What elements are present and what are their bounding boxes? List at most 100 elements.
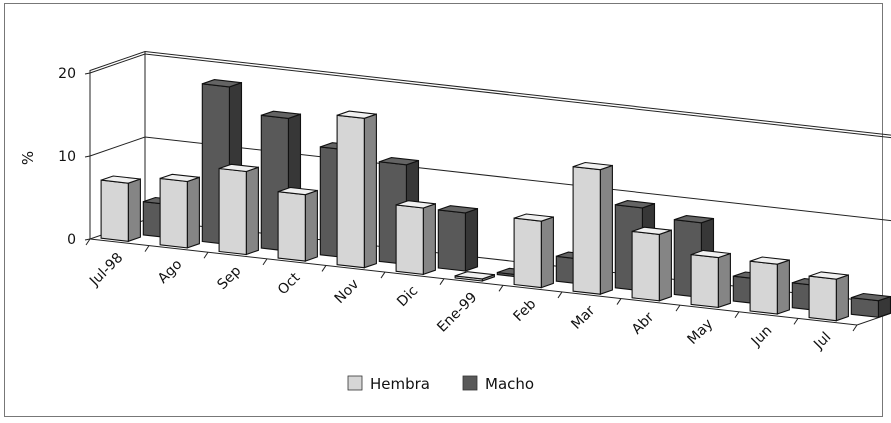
gridline [89, 53, 891, 139]
x-tick [262, 258, 268, 266]
bar-macho-sep-top [261, 110, 301, 119]
bar-hembra-jul-top [808, 271, 849, 280]
y-tick-label: 20 [58, 66, 76, 82]
bar-hembra-ene-99-top [454, 271, 495, 280]
bar-hembra-sep-front [218, 167, 247, 256]
legend: Hembra Macho [347, 375, 534, 393]
bar-hembra-abr [631, 226, 672, 302]
x-tick [380, 271, 386, 279]
bar-hembra-may [690, 249, 731, 309]
x-tick-label: May [685, 316, 717, 348]
bar-hembra-oct-top [277, 186, 318, 196]
bar-hembra-oct-front [277, 191, 306, 262]
bar-macho-abr-top [674, 215, 714, 224]
bar-macho-dic-front [437, 209, 466, 272]
bar-hembra-jul-front [808, 275, 837, 322]
x-tick [793, 318, 799, 325]
bar-macho-mar-top [615, 200, 655, 209]
bars [100, 79, 891, 322]
x-tick-label: Jul [810, 329, 834, 353]
x-tick-label: Abr [629, 309, 658, 338]
bar-hembra-nov-side [363, 113, 377, 269]
bar-hembra-abr-front [631, 230, 660, 302]
legend-swatch-macho [462, 375, 478, 391]
y-axis-label: % [19, 151, 37, 165]
bar-hembra-dic-front [395, 204, 424, 276]
y-axis: 0 10 20 [58, 66, 91, 248]
y-tick [84, 72, 91, 75]
bar-hembra-abr-top [631, 226, 672, 235]
x-tick-label: Mar [568, 303, 598, 333]
bar-hembra-mar-side [599, 164, 613, 295]
bar-hembra-sep-top [218, 163, 259, 173]
bar-hembra-jul-98-side [127, 178, 141, 243]
bar-hembra-feb-side [540, 216, 554, 289]
y-tick-label: 0 [67, 232, 76, 248]
bar-hembra-sep-side [245, 166, 259, 256]
bar-macho-nov-top [379, 157, 419, 166]
bar-hembra-jul-98 [100, 175, 141, 243]
y-tick [84, 155, 91, 158]
x-tick [734, 311, 740, 319]
bar-hembra-jun-side [776, 259, 790, 315]
x-tick-label: Jun [748, 323, 775, 350]
bar-macho-jul [850, 292, 891, 319]
x-tick-label: Feb [510, 296, 539, 325]
bar-hembra-ago-front [159, 177, 188, 249]
legend-label-macho: Macho [485, 375, 534, 393]
bar-hembra-feb-top [513, 213, 554, 222]
bar-hembra-oct [277, 186, 318, 262]
bar-hembra-jul-98-top [100, 175, 141, 184]
legend-swatch-hembra [347, 375, 363, 391]
legend-label-hembra: Hembra [370, 375, 430, 393]
x-tick-label: Dic [394, 283, 421, 310]
x-tick [675, 304, 681, 312]
bar-hembra-may-side [717, 252, 731, 309]
x-tick [852, 324, 858, 332]
x-tick [439, 278, 445, 285]
bar-hembra-abr-side [658, 229, 672, 302]
bar-macho-dic [437, 205, 479, 272]
bar-hembra-nov [336, 110, 377, 269]
bar-hembra-nov-top [336, 110, 377, 119]
bar-hembra-mar-front [572, 166, 601, 295]
x-tick-label: Nov [332, 276, 363, 307]
x-tick [144, 245, 150, 252]
bar-hembra-sep [218, 163, 259, 256]
bar-hembra-jul-side [835, 274, 849, 322]
bar-hembra-dic-top [395, 200, 436, 209]
x-tick [616, 298, 622, 305]
chart-walls [89, 50, 891, 239]
bar-hembra-ago-top [159, 173, 200, 183]
bar-hembra-oct-side [304, 189, 318, 262]
wall-outline [89, 50, 891, 239]
bar-hembra-may-front [690, 253, 719, 309]
bar-hembra-mar-top [572, 161, 613, 171]
x-tick [557, 291, 563, 299]
bar-hembra-nov-front [336, 114, 365, 269]
bar-hembra-dic-side [422, 203, 436, 276]
bar-hembra-jun-front [749, 260, 778, 315]
x-tick [85, 238, 91, 246]
x-tick-label: Sep [214, 263, 244, 293]
x-tick-label: Jul-98 [86, 250, 126, 290]
bar-hembra-mar [572, 161, 613, 295]
bar-macho-ago-top [202, 79, 242, 88]
bar-hembra-jun-top [749, 256, 790, 265]
bar-hembra-jun [749, 256, 790, 315]
bar-hembra-ago-side [186, 176, 200, 249]
bar-hembra-feb [513, 213, 554, 289]
x-tick [321, 265, 327, 272]
bar-hembra-ene-99 [454, 271, 495, 282]
x-tick-label: Ago [155, 256, 185, 286]
x-tick-label: Oct [275, 269, 304, 298]
bar-hembra-jul [808, 271, 849, 322]
x-tick [498, 285, 504, 292]
y-tick-label: 10 [58, 149, 76, 165]
bar-hembra-dic [395, 200, 436, 276]
bar-hembra-may-top [690, 249, 731, 259]
bar-hembra-ago [159, 173, 200, 249]
y-tick [84, 238, 91, 241]
bar-macho-dic-side [464, 207, 479, 272]
